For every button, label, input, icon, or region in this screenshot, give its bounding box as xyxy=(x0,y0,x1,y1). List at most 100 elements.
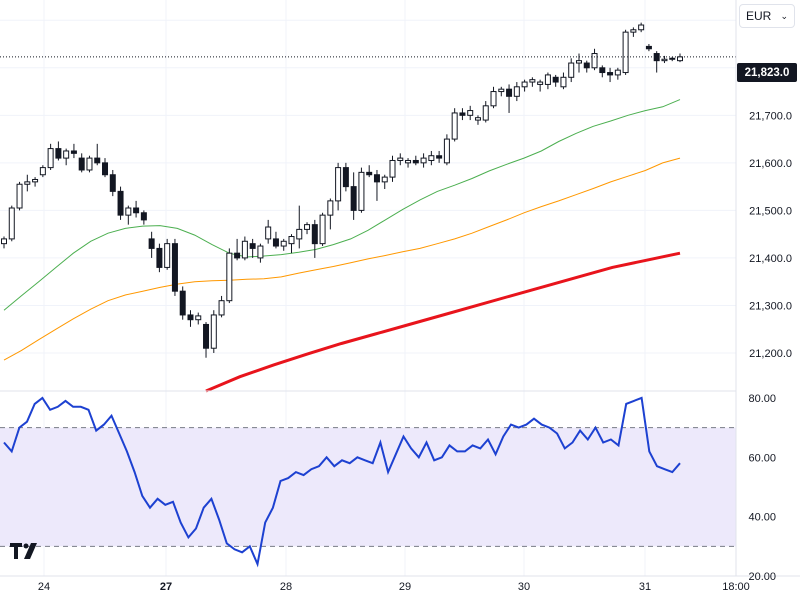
candle[interactable] xyxy=(63,148,70,166)
candle[interactable] xyxy=(506,84,513,113)
candle[interactable] xyxy=(296,205,303,249)
candle[interactable] xyxy=(47,143,54,170)
candle[interactable] xyxy=(661,55,668,64)
rsi-tick-label: 80.00 xyxy=(748,393,776,405)
candle[interactable] xyxy=(265,219,272,244)
candle[interactable] xyxy=(622,29,629,75)
last-price-tag: 21,823.0 xyxy=(737,63,797,82)
candle[interactable] xyxy=(537,79,544,92)
candle[interactable] xyxy=(498,86,505,97)
candle[interactable] xyxy=(560,72,567,90)
candle[interactable] xyxy=(645,44,652,52)
candle[interactable] xyxy=(467,105,474,121)
candle[interactable] xyxy=(125,205,132,225)
candle[interactable] xyxy=(304,222,311,235)
time-axis[interactable]: 24 27 28 29 30 31 18:00 xyxy=(38,581,750,593)
candle[interactable] xyxy=(474,115,481,125)
candle[interactable] xyxy=(148,231,155,258)
candle[interactable] xyxy=(599,65,606,78)
candle[interactable] xyxy=(272,231,279,249)
currency-select[interactable]: EUR ⌄ xyxy=(739,4,795,28)
candle[interactable] xyxy=(280,238,287,251)
candle[interactable] xyxy=(583,60,590,73)
candles[interactable] xyxy=(1,22,683,358)
candle[interactable] xyxy=(630,27,637,37)
candle[interactable] xyxy=(319,212,326,247)
candle[interactable] xyxy=(140,210,147,225)
candle[interactable] xyxy=(373,169,380,201)
candle[interactable] xyxy=(451,108,458,142)
candle[interactable] xyxy=(39,165,46,178)
candle[interactable] xyxy=(94,143,101,166)
candle[interactable] xyxy=(436,150,443,163)
candle[interactable] xyxy=(164,238,171,270)
candle[interactable] xyxy=(653,51,660,73)
candle[interactable] xyxy=(86,155,93,173)
candle[interactable] xyxy=(133,200,140,218)
price-tick-label: 21,600.0 xyxy=(749,158,792,170)
candle[interactable] xyxy=(482,101,489,123)
candle[interactable] xyxy=(459,108,466,121)
candle[interactable] xyxy=(171,238,178,296)
candle[interactable] xyxy=(1,236,7,249)
candle[interactable] xyxy=(234,238,241,261)
candle[interactable] xyxy=(358,167,365,213)
candle[interactable] xyxy=(513,82,520,102)
candle[interactable] xyxy=(156,243,163,273)
candle[interactable] xyxy=(226,248,233,304)
candle[interactable] xyxy=(381,174,388,189)
candle[interactable] xyxy=(241,236,248,261)
candle[interactable] xyxy=(203,322,210,358)
candle[interactable] xyxy=(677,53,683,63)
candle[interactable] xyxy=(350,172,357,220)
candle[interactable] xyxy=(366,165,373,178)
candle[interactable] xyxy=(32,177,39,187)
candle[interactable] xyxy=(187,310,194,327)
candle[interactable] xyxy=(607,67,614,83)
rsi-line xyxy=(3,396,681,568)
candle[interactable] xyxy=(669,56,676,62)
candle[interactable] xyxy=(288,234,295,254)
candle[interactable] xyxy=(428,150,435,166)
candle[interactable] xyxy=(638,22,645,33)
candle[interactable] xyxy=(257,243,264,263)
candle[interactable] xyxy=(544,72,551,90)
candle[interactable] xyxy=(342,162,349,192)
moving-average-line xyxy=(3,157,681,361)
candle[interactable] xyxy=(405,158,412,168)
candle[interactable] xyxy=(335,162,342,211)
candle[interactable] xyxy=(529,77,536,87)
candle[interactable] xyxy=(249,238,256,258)
candle[interactable] xyxy=(412,155,419,166)
candle[interactable] xyxy=(443,134,450,166)
candle[interactable] xyxy=(70,143,77,159)
candle[interactable] xyxy=(575,53,582,73)
candle[interactable] xyxy=(591,48,598,71)
tradingview-logo-icon[interactable] xyxy=(10,543,42,564)
candle[interactable] xyxy=(614,67,621,80)
candle[interactable] xyxy=(195,312,202,325)
candle[interactable] xyxy=(179,286,186,320)
candle[interactable] xyxy=(552,74,559,87)
candle[interactable] xyxy=(420,153,427,168)
candle[interactable] xyxy=(55,141,62,161)
candle[interactable] xyxy=(117,186,124,220)
candle[interactable] xyxy=(24,174,31,192)
candle[interactable] xyxy=(8,205,15,242)
candle[interactable] xyxy=(210,310,217,353)
candle[interactable] xyxy=(568,58,575,83)
candle[interactable] xyxy=(16,181,23,211)
candle[interactable] xyxy=(109,169,116,197)
candle[interactable] xyxy=(389,155,396,182)
candle[interactable] xyxy=(327,198,334,230)
time-tick-label: 30 xyxy=(518,581,530,593)
candle[interactable] xyxy=(102,158,109,178)
rsi-axis[interactable]: 80.00 60.00 40.00 20.00 xyxy=(748,393,776,583)
candle[interactable] xyxy=(490,86,497,109)
candle[interactable] xyxy=(78,153,85,173)
candle[interactable] xyxy=(397,153,404,166)
candle[interactable] xyxy=(521,79,528,92)
candle[interactable] xyxy=(218,295,225,318)
candle[interactable] xyxy=(311,219,318,258)
